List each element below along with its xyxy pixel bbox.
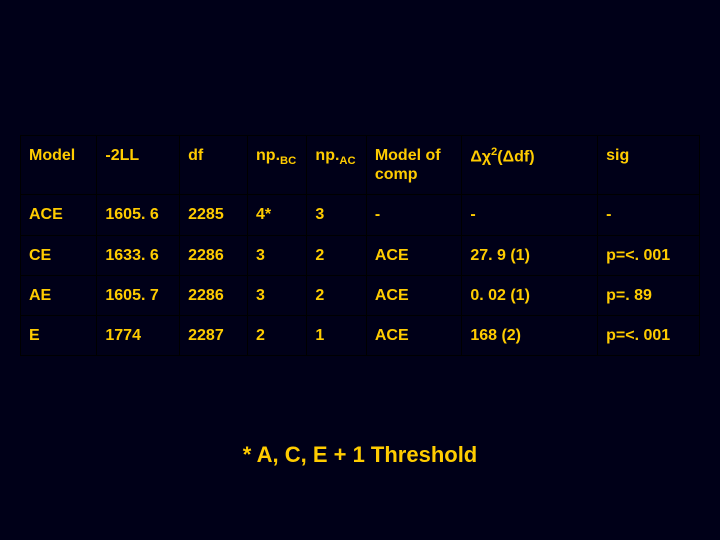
col-header-comp: Model of comp [366,136,461,195]
cell-npac: 3 [307,195,366,235]
table-row: ACE 1605. 6 2285 4* 3 - - - [21,195,700,235]
cell-model: CE [21,235,97,275]
table-body: ACE 1605. 6 2285 4* 3 - - - CE 1633. 6 2… [21,195,700,356]
footnote: * A, C, E + 1 Threshold [0,442,720,468]
col-header-npbc: np.BC [248,136,307,195]
cell-2ll: 1605. 6 [97,195,180,235]
col-header-model: Model [21,136,97,195]
model-fit-table-wrap: Model -2LL df np.BC np.AC Model of comp … [20,135,700,356]
cell-df: 2286 [180,235,248,275]
slide: Model -2LL df np.BC np.AC Model of comp … [0,0,720,540]
cell-comp: ACE [366,315,461,355]
cell-chi: - [462,195,598,235]
cell-npbc: 4* [248,195,307,235]
col-header-df: df [180,136,248,195]
cell-chi: 27. 9 (1) [462,235,598,275]
cell-sig: p=. 89 [598,275,700,315]
cell-model: ACE [21,195,97,235]
cell-chi: 168 (2) [462,315,598,355]
cell-sig: - [598,195,700,235]
cell-df: 2285 [180,195,248,235]
cell-sig: p=<. 001 [598,235,700,275]
cell-comp: - [366,195,461,235]
cell-model: AE [21,275,97,315]
cell-npac: 2 [307,275,366,315]
table-row: E 1774 2287 2 1 ACE 168 (2) p=<. 001 [21,315,700,355]
cell-comp: ACE [366,235,461,275]
cell-2ll: 1633. 6 [97,235,180,275]
cell-model: E [21,315,97,355]
cell-npbc: 3 [248,235,307,275]
col-header-sig: sig [598,136,700,195]
model-fit-table: Model -2LL df np.BC np.AC Model of comp … [20,135,700,356]
cell-df: 2287 [180,315,248,355]
cell-2ll: 1605. 7 [97,275,180,315]
cell-npbc: 2 [248,315,307,355]
cell-sig: p=<. 001 [598,315,700,355]
table-head: Model -2LL df np.BC np.AC Model of comp … [21,136,700,195]
cell-df: 2286 [180,275,248,315]
cell-2ll: 1774 [97,315,180,355]
col-header-chi: Δχ2(Δdf) [462,136,598,195]
cell-chi: 0. 02 (1) [462,275,598,315]
cell-npbc: 3 [248,275,307,315]
header-row: Model -2LL df np.BC np.AC Model of comp … [21,136,700,195]
col-header-npac: np.AC [307,136,366,195]
cell-comp: ACE [366,275,461,315]
cell-npac: 2 [307,235,366,275]
cell-npac: 1 [307,315,366,355]
col-header-2ll: -2LL [97,136,180,195]
table-row: CE 1633. 6 2286 3 2 ACE 27. 9 (1) p=<. 0… [21,235,700,275]
table-row: AE 1605. 7 2286 3 2 ACE 0. 02 (1) p=. 89 [21,275,700,315]
